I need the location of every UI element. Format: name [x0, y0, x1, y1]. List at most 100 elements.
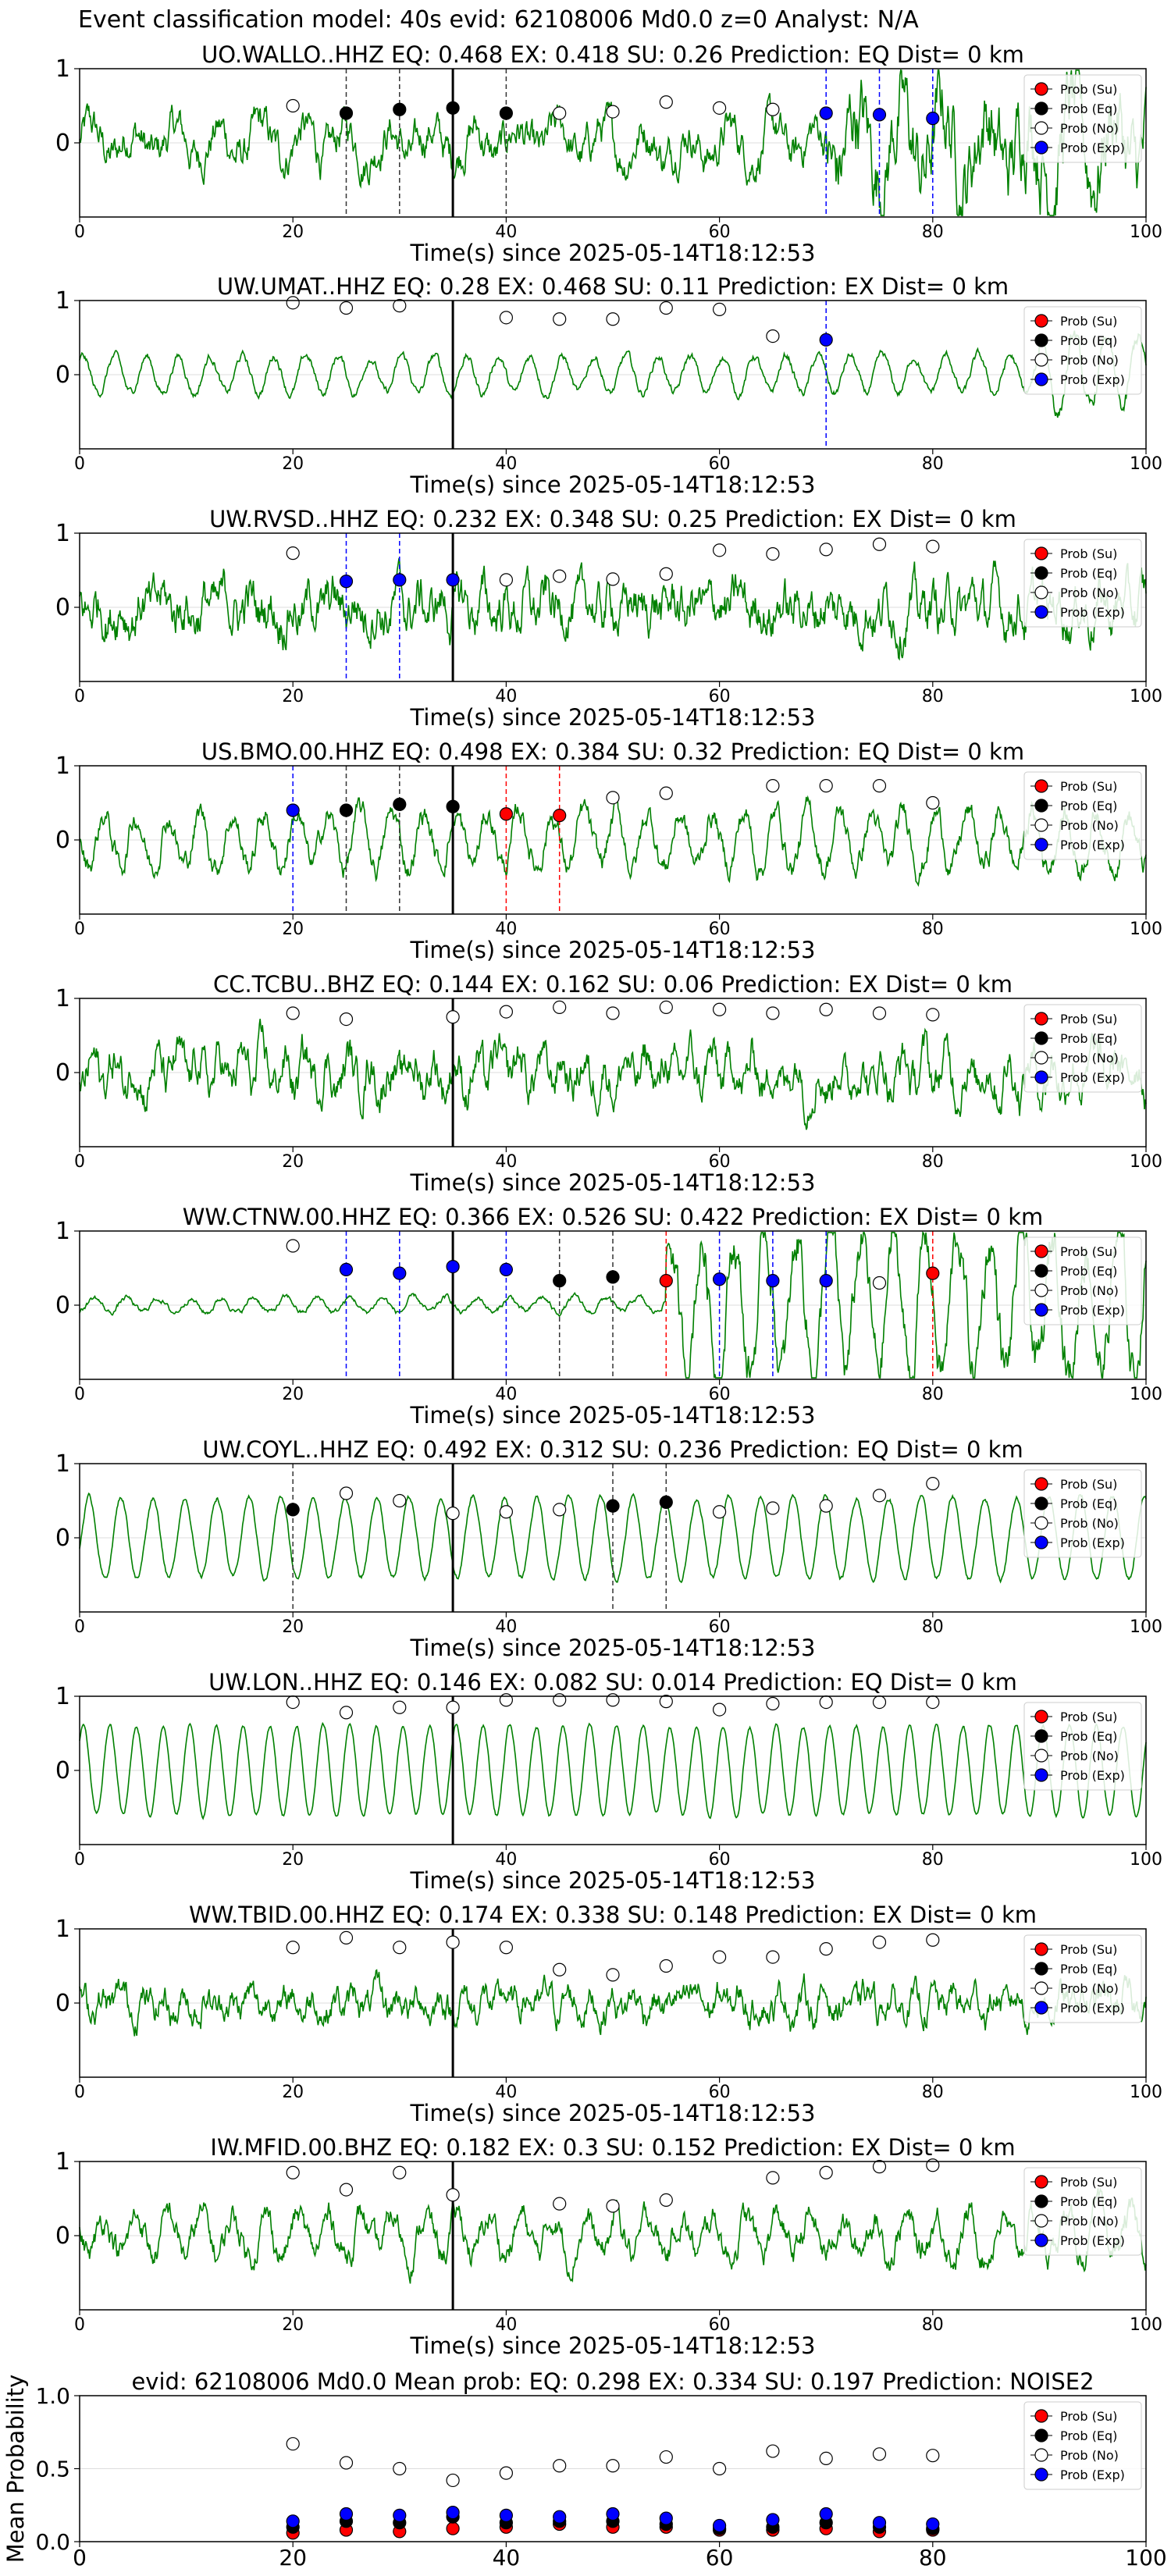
x-tick-label: 20 [282, 1152, 304, 1172]
probability-marker [446, 1935, 460, 1949]
probability-marker [712, 1703, 727, 1717]
probability-marker [393, 2165, 407, 2179]
probability-marker [606, 2199, 620, 2213]
probability-marker [819, 1499, 833, 1513]
x-tick-label: 80 [919, 2545, 947, 2571]
legend-marker [1034, 2428, 1048, 2443]
legend-label: Prob (Exp) [1060, 372, 1125, 387]
probability-marker [766, 102, 780, 116]
mean-probability-point [606, 2459, 620, 2473]
x-tick-label: 20 [282, 1617, 304, 1637]
x-tick-label: 60 [709, 1617, 731, 1637]
station-panel: UW.LON..HHZ EQ: 0.146 EX: 0.082 SU: 0.01… [55, 1669, 1162, 1894]
station-panel: IW.MFID.00.BHZ EQ: 0.182 EX: 0.3 SU: 0.1… [55, 2134, 1162, 2359]
station-panel: WW.CTNW.00.HHZ EQ: 0.366 EX: 0.526 SU: 0… [55, 1204, 1162, 1429]
x-tick-label: 20 [282, 920, 304, 939]
legend-box [1023, 539, 1142, 628]
probability-marker [606, 1270, 620, 1284]
mean-probability-point [712, 2461, 727, 2476]
mean-probability-point [393, 2461, 407, 2476]
legend-marker [1034, 1070, 1048, 1084]
x-tick-label: 80 [922, 1617, 944, 1637]
legend-label: Prob (Su) [1060, 1244, 1117, 1259]
probability-marker [712, 1505, 727, 1519]
legend-label: Prob (Su) [1060, 779, 1117, 794]
legend-marker [1034, 2233, 1048, 2247]
legend-label: Prob (No) [1060, 1516, 1119, 1531]
legend-marker [1034, 1477, 1048, 1491]
x-tick-label: 100 [1125, 2545, 1166, 2571]
probability-marker [499, 573, 514, 587]
probability-marker [766, 329, 780, 343]
probability-marker [872, 1276, 887, 1290]
legend-marker [1034, 1729, 1048, 1743]
x-tick-label: 40 [495, 687, 517, 706]
legend-label: Prob (Su) [1060, 2409, 1117, 2424]
probability-marker [606, 1499, 620, 1513]
mean-probability-point [872, 2447, 887, 2461]
probability-marker [926, 1695, 940, 1710]
probability-marker [606, 791, 620, 805]
y-axis-label: Mean Probability [2, 2375, 29, 2564]
probability-marker [659, 1959, 673, 1973]
legend-marker [1034, 2214, 1048, 2228]
x-tick-label: 0 [74, 1385, 85, 1404]
probability-marker [819, 333, 833, 347]
legend-marker [1034, 1283, 1048, 1297]
station-panel: WW.TBID.00.HHZ EQ: 0.174 EX: 0.338 SU: 0… [55, 1902, 1162, 2126]
probability-marker [766, 1950, 780, 1964]
probability-marker [712, 302, 727, 316]
legend-label: Prob (Su) [1060, 2175, 1117, 2190]
y-tick-label: 1 [55, 2148, 70, 2176]
probability-marker [712, 101, 727, 115]
y-tick-label: 0 [55, 2222, 70, 2250]
legend-marker [1034, 1535, 1048, 1550]
panel-title: IW.MFID.00.BHZ EQ: 0.182 EX: 0.3 SU: 0.1… [210, 2134, 1015, 2161]
panel-title: CC.TCBU..BHZ EQ: 0.144 EX: 0.162 SU: 0.0… [213, 971, 1013, 998]
x-tick-label: 20 [279, 2545, 307, 2571]
legend-box [1023, 2401, 1142, 2490]
probability-marker [766, 1501, 780, 1515]
legend-label: Prob (No) [1060, 818, 1119, 833]
probability-marker [499, 106, 514, 120]
probability-marker [393, 1700, 407, 1714]
probability-marker [606, 312, 620, 326]
probability-marker [659, 1495, 673, 1510]
probability-marker [606, 572, 620, 586]
mean-probability-point [606, 2507, 620, 2521]
legend-marker [1034, 2001, 1048, 2015]
probability-marker [606, 1968, 620, 1982]
waveform-line [79, 557, 1147, 661]
probability-marker [712, 1950, 727, 1964]
x-tick-label: 80 [922, 920, 944, 939]
legend-box [1023, 1469, 1142, 1558]
probability-marker [659, 1274, 673, 1288]
probability-marker [286, 1239, 300, 1253]
probability-marker [872, 1695, 887, 1710]
legend-marker [1034, 1516, 1048, 1530]
x-tick-label: 20 [282, 1385, 304, 1404]
x-tick-label: 100 [1130, 1152, 1162, 1172]
probability-marker [766, 1696, 780, 1711]
figure-title: Event classification model: 40s evid: 62… [78, 6, 919, 34]
y-tick-label: 1 [55, 287, 70, 315]
probability-marker [339, 1486, 354, 1500]
x-tick-label: 100 [1130, 454, 1162, 474]
probability-marker [446, 1010, 460, 1024]
x-tick-label: 0 [74, 1850, 85, 1870]
legend-label: Prob (Eq) [1060, 799, 1117, 813]
legend-label: Prob (Exp) [1060, 1768, 1125, 1783]
x-tick-label: 100 [1130, 687, 1162, 706]
x-tick-label: 20 [282, 1850, 304, 1870]
station-panel: UW.RVSD..HHZ EQ: 0.232 EX: 0.348 SU: 0.2… [55, 506, 1162, 731]
x-tick-label: 0 [74, 2083, 85, 2102]
probability-marker [926, 795, 940, 810]
probability-marker [659, 567, 673, 581]
probability-marker [926, 1933, 940, 1947]
legend-marker [1034, 121, 1048, 135]
probability-marker [819, 2165, 833, 2179]
x-tick-label: 100 [1130, 1617, 1162, 1637]
x-tick-label: 20 [282, 687, 304, 706]
y-tick-label: 1 [55, 1450, 70, 1478]
mean-probability-point [819, 2507, 833, 2521]
